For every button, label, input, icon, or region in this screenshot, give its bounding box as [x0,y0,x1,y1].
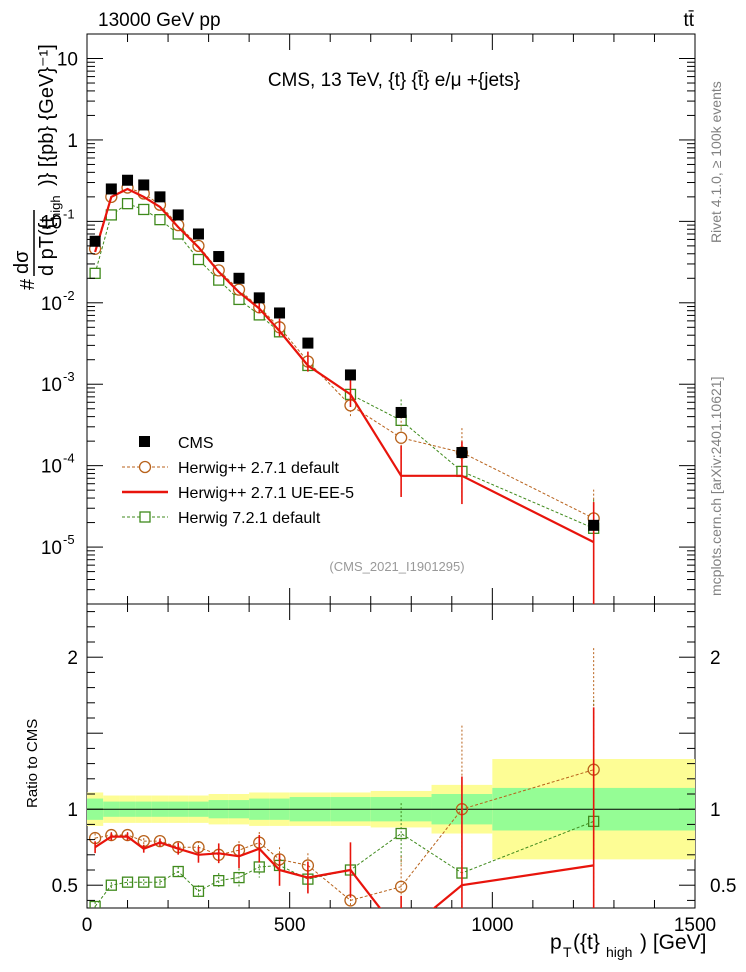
ratio-herwigpp-default-point [153,834,167,848]
ratio-herwig7-point [154,876,166,888]
legend-marker-herwigpp-default [138,460,152,474]
header-energy: 13000 GeV pp [98,10,221,31]
xlabel-mid: ({t} [573,931,600,954]
legend-label-cms: CMS [178,435,214,452]
ylabel-subscript: high [48,195,63,220]
x-tick-label: 1000 [471,915,513,936]
y-tick-exponent: -4 [63,451,75,466]
y-tick-label: 10 [41,294,62,315]
ratio-herwig7-point [105,879,117,891]
cms-point [344,369,356,381]
y-tick-exponent: -3 [63,369,75,384]
ratio-tick-label-right: 0.5 [710,876,736,897]
cms-point [395,406,407,418]
legend-label-herwigpp-ueee5: Herwig++ 2.7.1 UE-EE-5 [178,485,354,502]
ratio-herwig7-point [233,871,245,884]
ratio-herwigpp-default-line [95,769,594,901]
ratio-ylabel: Ratio to CMS [24,719,41,808]
xlabel-p: p [550,931,562,954]
ratio-herwig7-point [172,865,184,878]
herwig7-point [192,253,205,266]
herwig7-point [154,213,166,226]
cms-point [253,292,265,304]
ratio-herwigpp-default-point [121,828,134,842]
x-axis-label: p T ({t} high ) [GeV] [550,931,707,960]
y-tick-label: 10 [41,212,62,233]
ratio-herwig7-point [138,876,150,888]
x-tick-label: 500 [274,915,306,936]
cms-point [588,519,600,531]
herwigpp-default-point [232,283,246,296]
cms-point [274,307,286,319]
y-tick-exponent: -5 [63,532,75,547]
xlabel-sub-high: high [606,944,632,960]
herwig7-line [94,203,594,529]
y-tick-label: 10 [41,457,62,478]
ratio-frame [86,603,696,909]
herwig7-point [121,198,134,210]
xlabel-sub-t: T [563,944,572,960]
header-process: tt̄ [683,10,694,31]
legend-marker-herwig7 [139,511,151,523]
cms-point [154,191,166,203]
ratio-tick-label-left: 2 [67,648,78,669]
ratio-tick-label-right: 1 [710,800,721,821]
cms-point [172,209,184,221]
chart-title: CMS, 13 TeV, {t} {t̄} e/μ +{jets} [268,70,520,91]
y-tick-exponent: -1 [63,206,75,221]
ratio-herwig7-point [121,876,134,888]
cms-point [122,174,134,186]
herwigpp-ueee5-line [94,187,595,544]
xlabel-units: ) [GeV] [640,931,707,954]
ratio-herwig7-point [192,885,205,897]
y-tick-label: 10 [57,50,78,71]
y-tick-label: 1 [67,131,78,152]
x-tick-label: 1500 [674,915,716,936]
ratio-tick-label-left: 0.5 [52,876,78,897]
ylabel-prefix: # [17,278,39,290]
cms-point [192,228,204,240]
ratio-herwig7-point [395,827,407,840]
legend-marker-cms [139,436,150,447]
y-tick-label: 10 [41,375,62,396]
ylabel-units: )} [{pb} {GeV}⁻¹] [36,44,58,186]
ratio-herwigpp-default-point [105,828,118,842]
cms-point [105,183,117,195]
rivet-label: Rivet 4.1.0, ≥ 100k events [708,81,724,243]
herwig7-point [138,203,150,216]
ratio-herwigpp-ueee5-line [94,835,594,908]
cms-point [233,272,245,284]
legend: CMS Herwig++ 2.7.1 default Herwig++ 2.7.… [122,435,354,527]
ylabel-numerator: dσ [11,250,33,274]
ratio-herwig7-line [94,820,594,907]
legend-label-herwigpp-default: Herwig++ 2.7.1 default [178,460,340,477]
x-tick-label: 0 [82,915,93,936]
cms-point [89,235,101,247]
ratio-herwigpp-default-point [394,880,408,893]
ratio-herwig7-point [213,874,225,887]
ratio-series [88,648,600,908]
herwigpp-default-line [94,187,594,519]
ylabel-denominator: d pT({t [36,217,58,276]
mcplots-label: mcplots.cern.ch [arXiv:2401.10621] [708,377,724,596]
ratio-tick-label-left: 1 [67,800,78,821]
analysis-watermark: (CMS_2021_I1901295) [329,559,464,574]
main-series [88,174,600,604]
cms-point [213,251,225,263]
main-ylabel: # dσ d pT({t high )} [{pb} {GeV}⁻¹] [11,44,63,290]
herwig7-point [89,267,101,279]
cms-point [456,447,468,459]
y-tick-label: 10 [41,538,62,559]
ratio-tick-label-right: 2 [710,648,721,669]
ratio-herwig7-point [89,900,101,908]
y-tick-exponent: -2 [63,288,75,303]
cms-point [138,179,150,191]
legend-label-herwig7: Herwig 7.2.1 default [178,510,321,527]
cms-point [302,337,314,349]
herwigpp-default-point [394,431,408,444]
